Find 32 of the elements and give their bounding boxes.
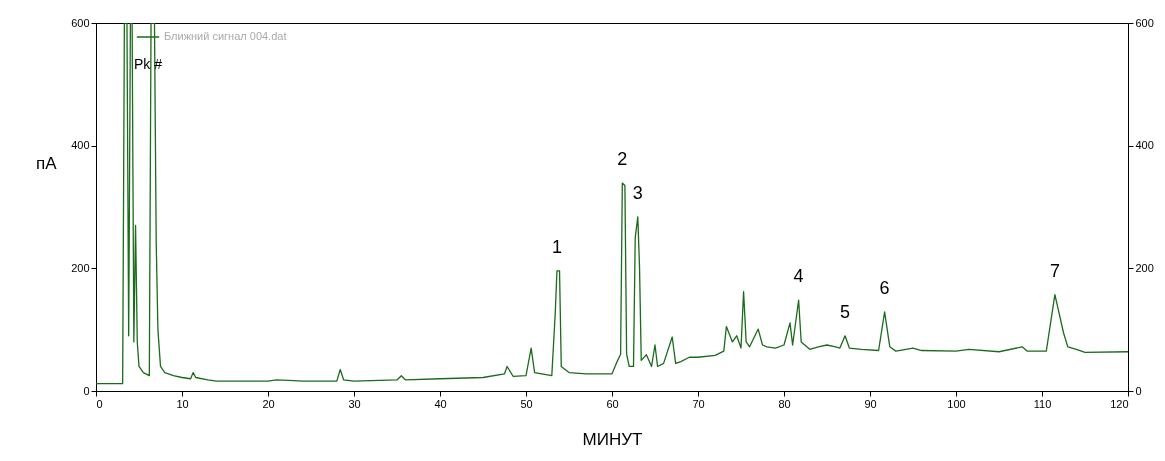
- x-tick-label: 80: [778, 397, 791, 410]
- x-tick-label: 20: [262, 397, 275, 410]
- y-tick-label: 600: [71, 16, 90, 29]
- x-tick-label: 70: [692, 397, 705, 410]
- x-tick-label: 10: [176, 397, 189, 410]
- x-axis-title: МИНУТ: [582, 429, 643, 449]
- x-tick-label: 40: [434, 397, 447, 410]
- y-tick-label: 0: [83, 384, 90, 397]
- y2-tick-label: 600: [1135, 16, 1154, 29]
- annotation: 5: [840, 301, 851, 322]
- annotation: 1: [551, 236, 562, 257]
- line-series: [96, 23, 1128, 385]
- annotation: 3: [632, 182, 643, 203]
- y2-tick-label: 200: [1135, 261, 1154, 274]
- legend-label: Ближний сигнал 004.dat: [164, 30, 287, 42]
- annotation: 6: [879, 277, 890, 298]
- x-tick-label: 60: [606, 397, 619, 410]
- x-tick-label: 100: [947, 397, 966, 410]
- y-tick-label: 400: [71, 139, 90, 152]
- x-tick-label: 110: [1033, 397, 1052, 410]
- x-tick-label: 90: [864, 397, 877, 410]
- annotation: 7: [1049, 260, 1060, 281]
- y2-tick-label: 400: [1135, 139, 1154, 152]
- x-tick-label: 30: [348, 397, 361, 410]
- annotation: 4: [793, 266, 804, 287]
- y-axis-title: пА: [35, 153, 58, 173]
- y-tick-label: 200: [71, 261, 90, 274]
- annotation: 2: [617, 149, 628, 170]
- x-tick-label: 50: [520, 397, 533, 410]
- y2-tick-label: 0: [1135, 384, 1142, 397]
- x-tick-label: 120: [1110, 397, 1129, 410]
- x-tick-label: 0: [96, 397, 103, 410]
